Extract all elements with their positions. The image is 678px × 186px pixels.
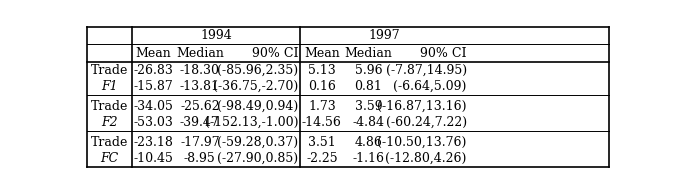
Text: -53.03: -53.03 <box>134 116 174 129</box>
Text: 90% CI: 90% CI <box>420 47 466 60</box>
Text: Median: Median <box>344 47 393 60</box>
Text: -4.84: -4.84 <box>353 116 384 129</box>
Text: -17.97: -17.97 <box>180 136 220 149</box>
Text: (-7.87,14.95): (-7.87,14.95) <box>386 64 466 77</box>
Text: -10.45: -10.45 <box>134 152 174 165</box>
Text: (-59.28,0.37): (-59.28,0.37) <box>217 136 298 149</box>
Text: -13.81: -13.81 <box>180 80 220 93</box>
Text: Mean: Mean <box>304 47 340 60</box>
Text: (-152.13,-1.00): (-152.13,-1.00) <box>205 116 298 129</box>
Text: (-10.50,13.76): (-10.50,13.76) <box>378 136 466 149</box>
Text: Mean: Mean <box>136 47 172 60</box>
Text: (-98.49,0.94): (-98.49,0.94) <box>217 100 298 113</box>
Text: (-27.90,0.85): (-27.90,0.85) <box>217 152 298 165</box>
Text: (-85.96,2.35): (-85.96,2.35) <box>217 64 298 77</box>
Text: 5.13: 5.13 <box>308 64 336 77</box>
Text: 1997: 1997 <box>369 29 400 42</box>
Text: 90% CI: 90% CI <box>252 47 298 60</box>
Text: 1.73: 1.73 <box>308 100 336 113</box>
Text: -39.47: -39.47 <box>180 116 220 129</box>
Text: (-36.75,-2.70): (-36.75,-2.70) <box>213 80 298 93</box>
Text: (-60.24,7.22): (-60.24,7.22) <box>386 116 466 129</box>
Text: FC: FC <box>100 152 119 165</box>
Text: -14.56: -14.56 <box>302 116 342 129</box>
Text: -34.05: -34.05 <box>134 100 174 113</box>
Text: 5.96: 5.96 <box>355 64 382 77</box>
Text: 4.86: 4.86 <box>355 136 382 149</box>
Text: -23.18: -23.18 <box>134 136 174 149</box>
Text: F1: F1 <box>101 80 118 93</box>
Text: Trade: Trade <box>91 100 128 113</box>
Text: -2.25: -2.25 <box>306 152 338 165</box>
Text: 3.59: 3.59 <box>355 100 382 113</box>
Text: 3.51: 3.51 <box>308 136 336 149</box>
Text: Trade: Trade <box>91 136 128 149</box>
Text: -26.83: -26.83 <box>134 64 174 77</box>
Text: -15.87: -15.87 <box>134 80 174 93</box>
Text: -1.16: -1.16 <box>353 152 384 165</box>
Text: 0.81: 0.81 <box>355 80 382 93</box>
Text: 1994: 1994 <box>200 29 232 42</box>
Text: 0.16: 0.16 <box>308 80 336 93</box>
Text: Trade: Trade <box>91 64 128 77</box>
Text: -18.30: -18.30 <box>180 64 220 77</box>
Text: Median: Median <box>176 47 224 60</box>
Text: -8.95: -8.95 <box>184 152 216 165</box>
Text: F2: F2 <box>101 116 118 129</box>
Text: -25.62: -25.62 <box>180 100 220 113</box>
Text: (-16.87,13.16): (-16.87,13.16) <box>377 100 466 113</box>
Text: (-6.64,5.09): (-6.64,5.09) <box>393 80 466 93</box>
Text: (-12.80,4.26): (-12.80,4.26) <box>385 152 466 165</box>
